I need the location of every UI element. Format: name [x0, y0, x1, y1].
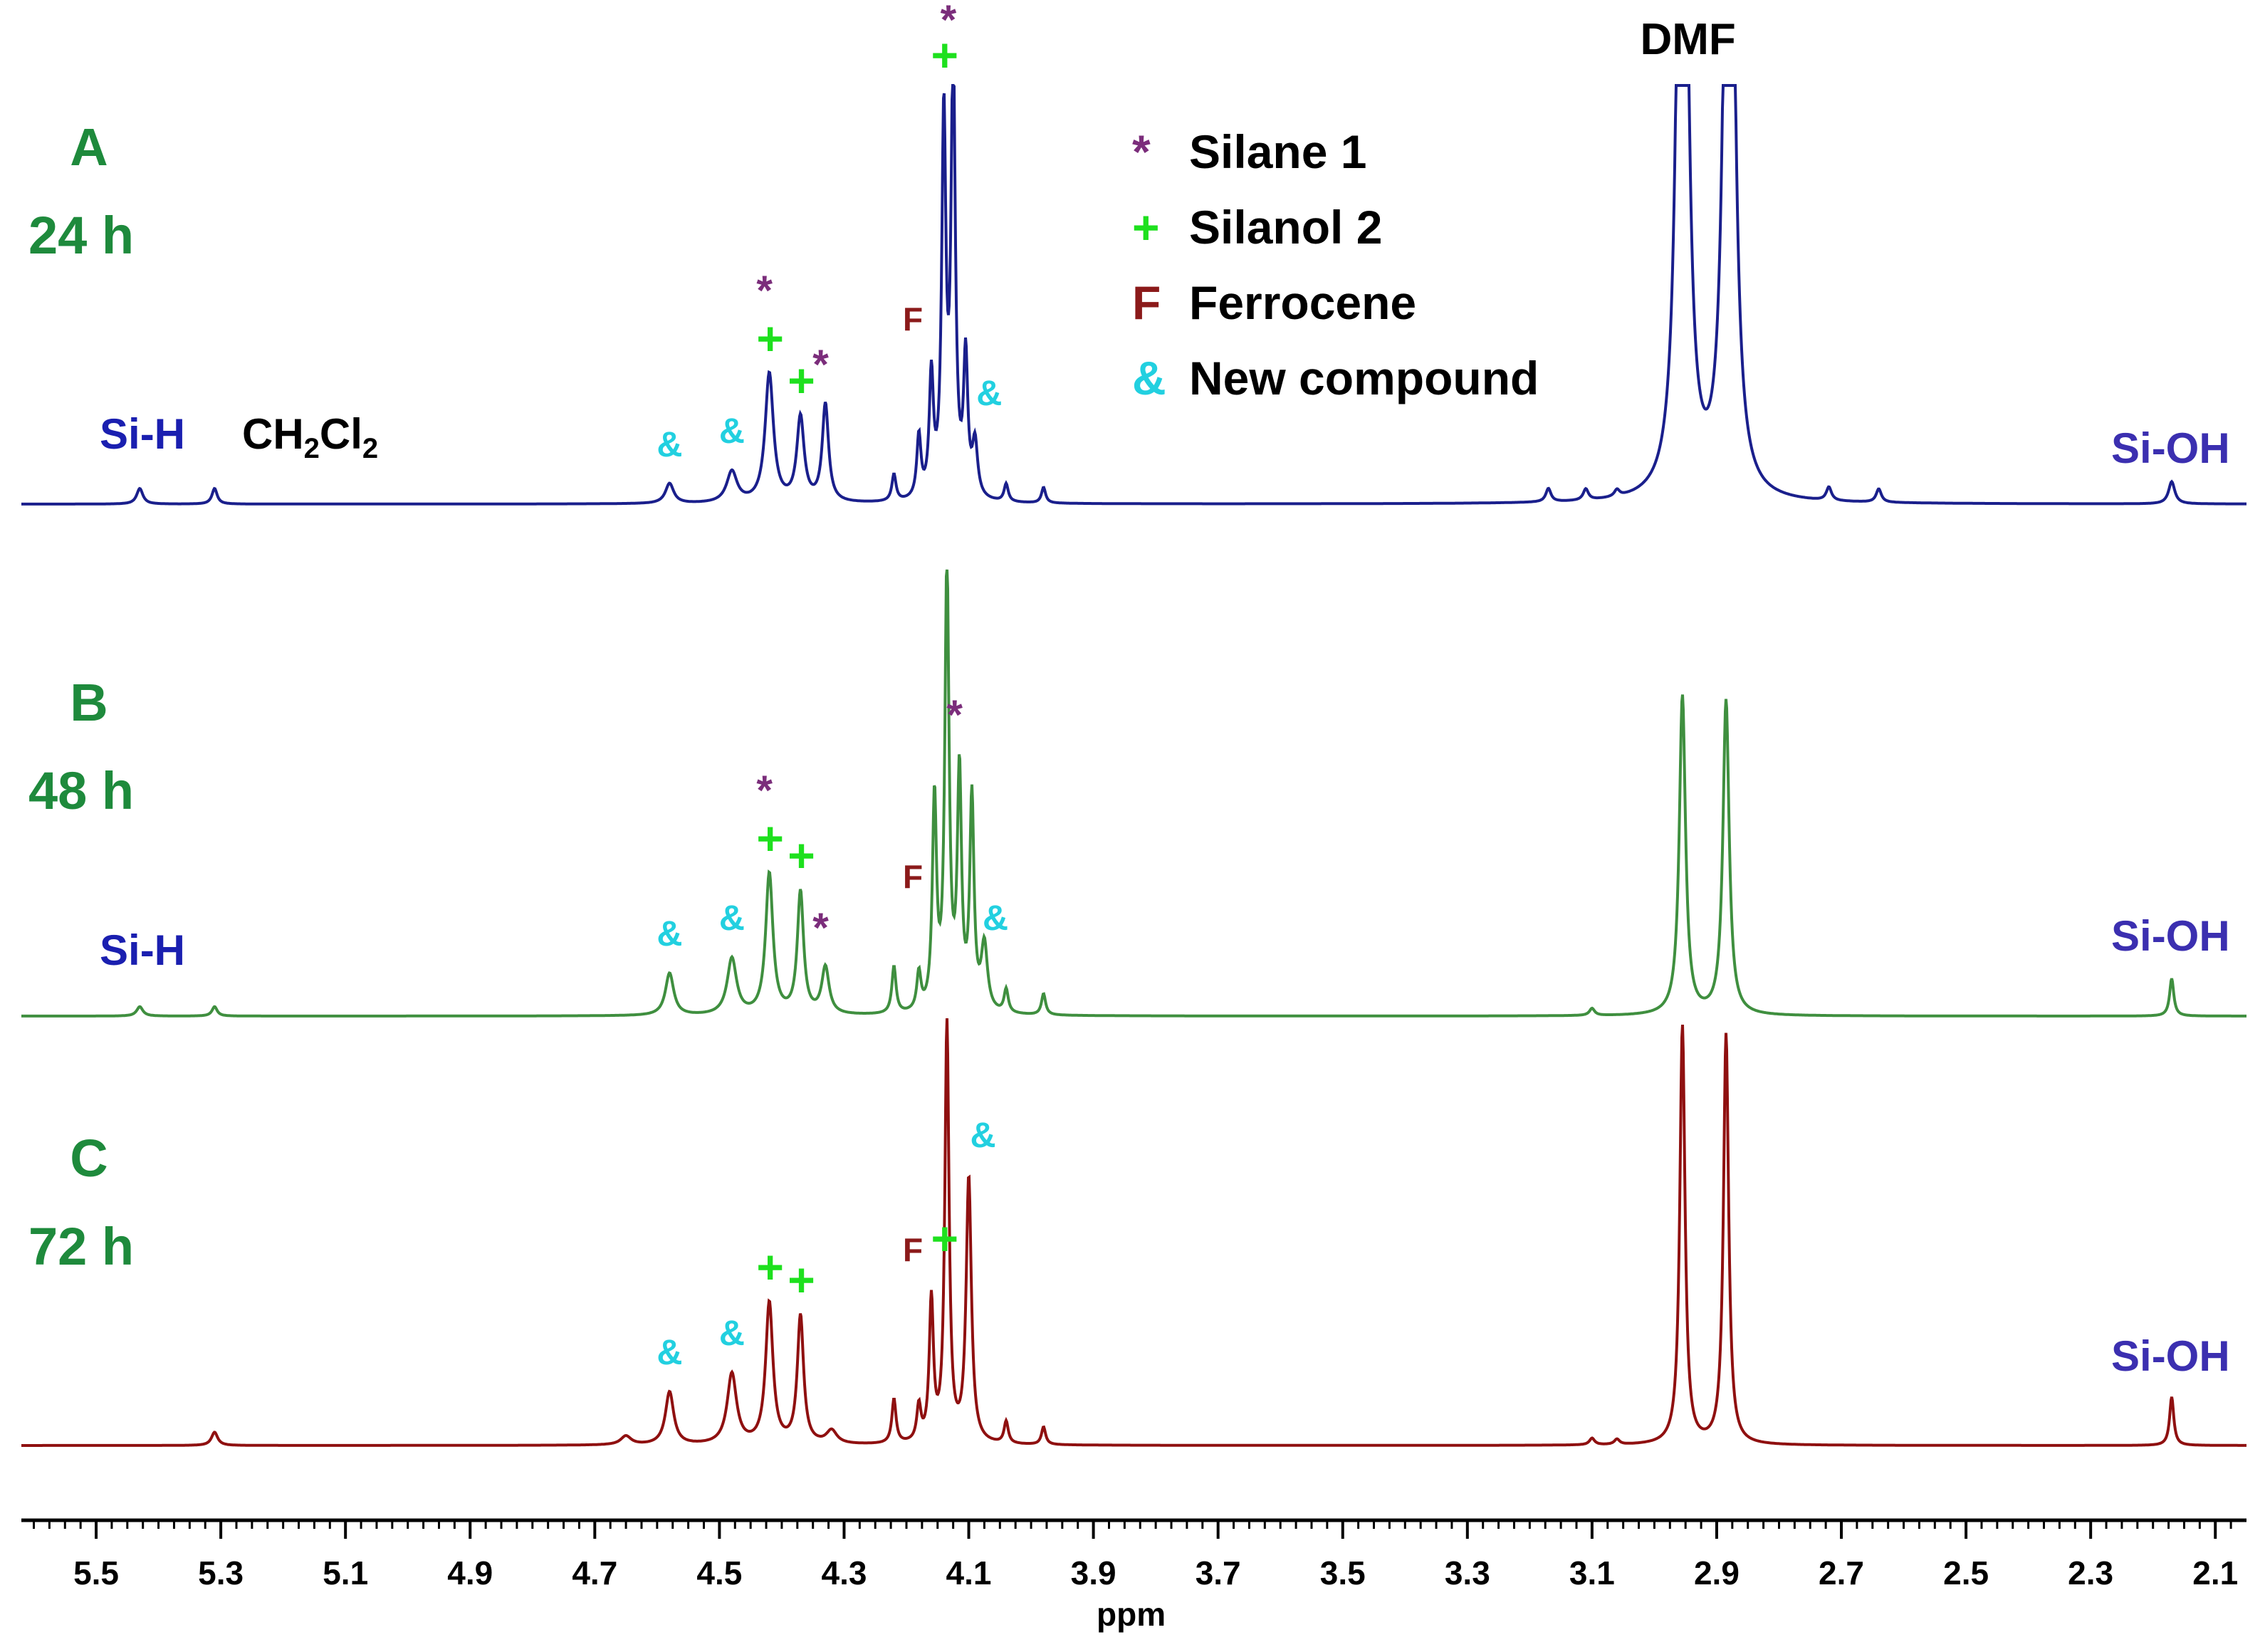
peak-marker-silanol: +	[756, 312, 784, 365]
x-axis-tick-label: 5.5	[73, 1554, 119, 1591]
legend: * Silane 1 + Silanol 2 F Ferrocene & New…	[1132, 114, 1539, 416]
legend-label: Silane 1	[1189, 125, 1367, 178]
si-oh-label: Si-OH	[2111, 424, 2230, 472]
ch2cl2-label: CH2Cl2	[242, 409, 378, 465]
peak-marker-silanol: +	[756, 811, 784, 864]
sample-letter: A	[70, 117, 108, 177]
x-axis-tick-label: 3.7	[1196, 1554, 1241, 1591]
legend-item-silanol: + Silanol 2	[1132, 189, 1539, 265]
peak-marker-silanol: +	[788, 353, 815, 407]
peak-marker-ferrocene: F	[903, 300, 924, 338]
x-axis-tick-label: 4.5	[696, 1554, 742, 1591]
sample-time: 24 h	[28, 206, 135, 265]
sample-letter: C	[70, 1129, 108, 1188]
ch2cl2-subscript: 2	[362, 433, 379, 464]
x-axis-tick-label: 2.1	[2192, 1554, 2238, 1591]
peak-marker-silane: *	[756, 268, 773, 315]
peak-marker-new-compound: &	[657, 424, 683, 464]
x-axis-tick-label: 3.1	[1569, 1554, 1615, 1591]
plus-icon: +	[1132, 201, 1160, 253]
x-axis-tick-label: 4.9	[447, 1554, 493, 1591]
peak-marker-silanol: +	[931, 1211, 959, 1265]
ferrocene-symbol: F	[1132, 276, 1161, 329]
peak-marker-ferrocene: F	[903, 858, 924, 896]
peak-marker-new-compound: &	[976, 373, 1003, 414]
legend-label: Silanol 2	[1189, 201, 1383, 253]
x-axis-tick-label: 4.7	[572, 1554, 617, 1591]
x-axis-tick-label: 3.5	[1320, 1554, 1366, 1591]
sample-time: 72 h	[28, 1217, 135, 1276]
asterisk-icon: *	[1132, 125, 1151, 178]
peak-marker-new-compound: &	[718, 410, 745, 451]
peak-marker-new-compound: &	[718, 897, 745, 938]
si-oh-label: Si-OH	[2111, 912, 2230, 960]
peak-marker-new-compound: &	[657, 1332, 683, 1372]
peak-marker-new-compound: &	[970, 1114, 996, 1155]
legend-label: New compound	[1189, 352, 1539, 404]
spectrum-trace-a	[21, 84, 2246, 506]
x-axis-tick-label: 2.5	[1943, 1554, 1989, 1591]
peak-marker-ferrocene: F	[903, 1230, 924, 1268]
si-h-label: Si-H	[100, 410, 185, 458]
x-axis-tick-label: 3.9	[1071, 1554, 1116, 1591]
sample-label-a: A 24 h	[28, 121, 150, 262]
x-axis-tick-label: 2.7	[1819, 1554, 1864, 1591]
peak-marker-silane: *	[940, 0, 957, 43]
peak-marker-silanol: +	[756, 1240, 784, 1294]
ampersand-icon: &	[1132, 352, 1166, 404]
ch2cl2-ch: CH	[242, 410, 304, 458]
x-axis-tick-label: 5.1	[323, 1554, 368, 1591]
spectrum-trace-b	[21, 569, 2246, 1018]
sample-letter: B	[70, 673, 108, 732]
si-oh-label: Si-OH	[2111, 1332, 2230, 1380]
ch2cl2-subscript: 2	[303, 433, 320, 464]
peak-marker-new-compound: &	[983, 897, 1009, 938]
legend-item-new-compound: & New compound	[1132, 340, 1539, 416]
peak-marker-new-compound: &	[718, 1312, 745, 1353]
sample-label-c: C 72 h	[28, 1132, 150, 1273]
si-h-label: Si-H	[100, 926, 185, 974]
x-axis-tick-label: 5.3	[198, 1554, 244, 1591]
peak-marker-silane: *	[756, 767, 773, 814]
dmf-label: DMF	[1640, 15, 1736, 64]
x-axis-title: ppm	[1097, 1596, 1166, 1633]
peak-marker-new-compound: &	[657, 914, 683, 954]
spectrum-trace-c	[21, 1018, 2246, 1447]
legend-label: Ferrocene	[1189, 276, 1417, 329]
ch2cl2-cl: Cl	[319, 410, 362, 458]
sample-time: 48 h	[28, 761, 135, 820]
x-axis-tick-label: 3.3	[1445, 1554, 1490, 1591]
x-axis-tick-label: 4.1	[946, 1554, 992, 1591]
peak-marker-silane: *	[946, 691, 963, 738]
x-axis-tick-label: 2.3	[2068, 1554, 2113, 1591]
legend-item-ferrocene: F Ferrocene	[1132, 265, 1539, 340]
peak-marker-silanol: +	[788, 829, 815, 882]
x-axis-tick-label: 2.9	[1694, 1554, 1740, 1591]
x-axis-tick-label: 4.3	[821, 1554, 867, 1591]
peak-marker-silanol: +	[788, 1253, 815, 1307]
peak-marker-silanol: +	[931, 28, 959, 81]
peak-marker-silane: *	[812, 342, 829, 389]
legend-item-silane: * Silane 1	[1132, 114, 1539, 189]
peak-marker-silane: *	[812, 904, 829, 951]
sample-label-b: B 48 h	[28, 676, 150, 817]
